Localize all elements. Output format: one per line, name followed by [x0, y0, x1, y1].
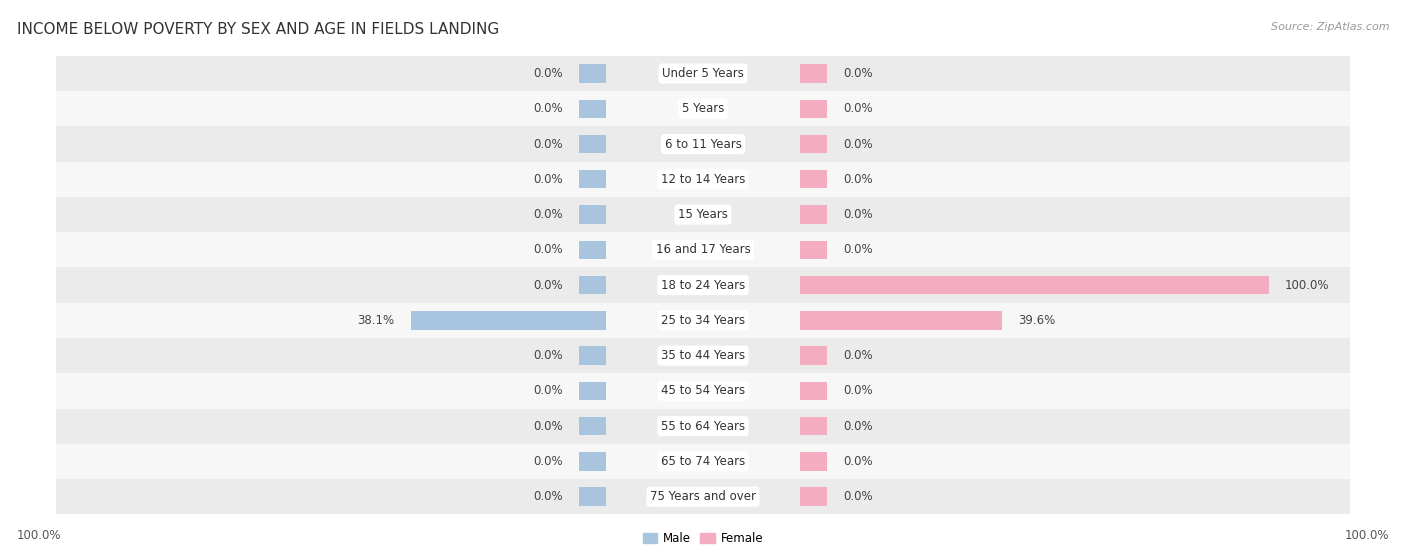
Bar — [56, 162, 1350, 197]
Text: 0.0%: 0.0% — [844, 138, 873, 150]
Bar — [56, 479, 1350, 514]
Text: 0.0%: 0.0% — [533, 490, 562, 503]
Text: 0.0%: 0.0% — [533, 243, 562, 257]
Bar — [800, 417, 827, 435]
Text: 0.0%: 0.0% — [844, 455, 873, 468]
Bar — [800, 64, 827, 83]
Text: 0.0%: 0.0% — [533, 385, 562, 397]
Text: 6 to 11 Years: 6 to 11 Years — [665, 138, 741, 150]
Text: 100.0%: 100.0% — [1344, 529, 1389, 542]
Text: 0.0%: 0.0% — [844, 243, 873, 257]
Bar — [579, 135, 606, 153]
Bar — [800, 170, 827, 188]
Bar — [579, 452, 606, 471]
Text: 0.0%: 0.0% — [533, 455, 562, 468]
Bar — [579, 417, 606, 435]
Text: 15 Years: 15 Years — [678, 208, 728, 221]
Text: 38.1%: 38.1% — [357, 314, 395, 327]
Bar — [56, 267, 1350, 303]
Text: 0.0%: 0.0% — [533, 138, 562, 150]
Text: 0.0%: 0.0% — [533, 278, 562, 292]
Bar — [411, 311, 606, 329]
Bar — [56, 303, 1350, 338]
Text: 100.0%: 100.0% — [1285, 278, 1330, 292]
Text: 75 Years and over: 75 Years and over — [650, 490, 756, 503]
Text: 35 to 44 Years: 35 to 44 Years — [661, 349, 745, 362]
Text: 18 to 24 Years: 18 to 24 Years — [661, 278, 745, 292]
Bar — [579, 487, 606, 506]
Bar — [800, 241, 827, 259]
Text: 55 to 64 Years: 55 to 64 Years — [661, 420, 745, 433]
Bar — [800, 347, 827, 365]
Text: 0.0%: 0.0% — [533, 349, 562, 362]
Text: 65 to 74 Years: 65 to 74 Years — [661, 455, 745, 468]
Bar — [800, 487, 827, 506]
Bar — [800, 452, 827, 471]
Text: 0.0%: 0.0% — [844, 102, 873, 115]
Text: Source: ZipAtlas.com: Source: ZipAtlas.com — [1271, 22, 1389, 32]
Legend: Male, Female: Male, Female — [638, 527, 768, 549]
Text: 100.0%: 100.0% — [17, 529, 62, 542]
Text: 0.0%: 0.0% — [844, 67, 873, 80]
Text: 39.6%: 39.6% — [1018, 314, 1056, 327]
Bar — [800, 135, 827, 153]
Bar — [579, 241, 606, 259]
Text: 0.0%: 0.0% — [844, 349, 873, 362]
Bar — [56, 409, 1350, 444]
Bar — [579, 276, 606, 294]
Bar — [56, 338, 1350, 373]
Text: 5 Years: 5 Years — [682, 102, 724, 115]
Bar — [800, 100, 827, 118]
Text: 45 to 54 Years: 45 to 54 Years — [661, 385, 745, 397]
Bar — [56, 56, 1350, 91]
Bar — [800, 276, 1268, 294]
Bar — [800, 311, 1002, 329]
Text: 0.0%: 0.0% — [533, 102, 562, 115]
Text: Under 5 Years: Under 5 Years — [662, 67, 744, 80]
Text: 12 to 14 Years: 12 to 14 Years — [661, 173, 745, 186]
Bar — [56, 232, 1350, 267]
Text: 25 to 34 Years: 25 to 34 Years — [661, 314, 745, 327]
Text: 0.0%: 0.0% — [844, 490, 873, 503]
Bar — [579, 170, 606, 188]
Bar — [579, 100, 606, 118]
Bar — [56, 373, 1350, 409]
Bar — [579, 64, 606, 83]
Bar — [56, 444, 1350, 479]
Bar — [579, 347, 606, 365]
Bar — [800, 382, 827, 400]
Text: 16 and 17 Years: 16 and 17 Years — [655, 243, 751, 257]
Text: 0.0%: 0.0% — [533, 67, 562, 80]
Text: 0.0%: 0.0% — [844, 208, 873, 221]
Text: 0.0%: 0.0% — [844, 420, 873, 433]
Text: INCOME BELOW POVERTY BY SEX AND AGE IN FIELDS LANDING: INCOME BELOW POVERTY BY SEX AND AGE IN F… — [17, 22, 499, 37]
Bar — [56, 126, 1350, 162]
Text: 0.0%: 0.0% — [844, 173, 873, 186]
Bar — [579, 382, 606, 400]
Text: 0.0%: 0.0% — [533, 208, 562, 221]
Bar — [56, 91, 1350, 126]
Text: 0.0%: 0.0% — [533, 173, 562, 186]
Bar — [56, 197, 1350, 232]
Bar — [579, 205, 606, 224]
Text: 0.0%: 0.0% — [844, 385, 873, 397]
Bar — [800, 205, 827, 224]
Text: 0.0%: 0.0% — [533, 420, 562, 433]
